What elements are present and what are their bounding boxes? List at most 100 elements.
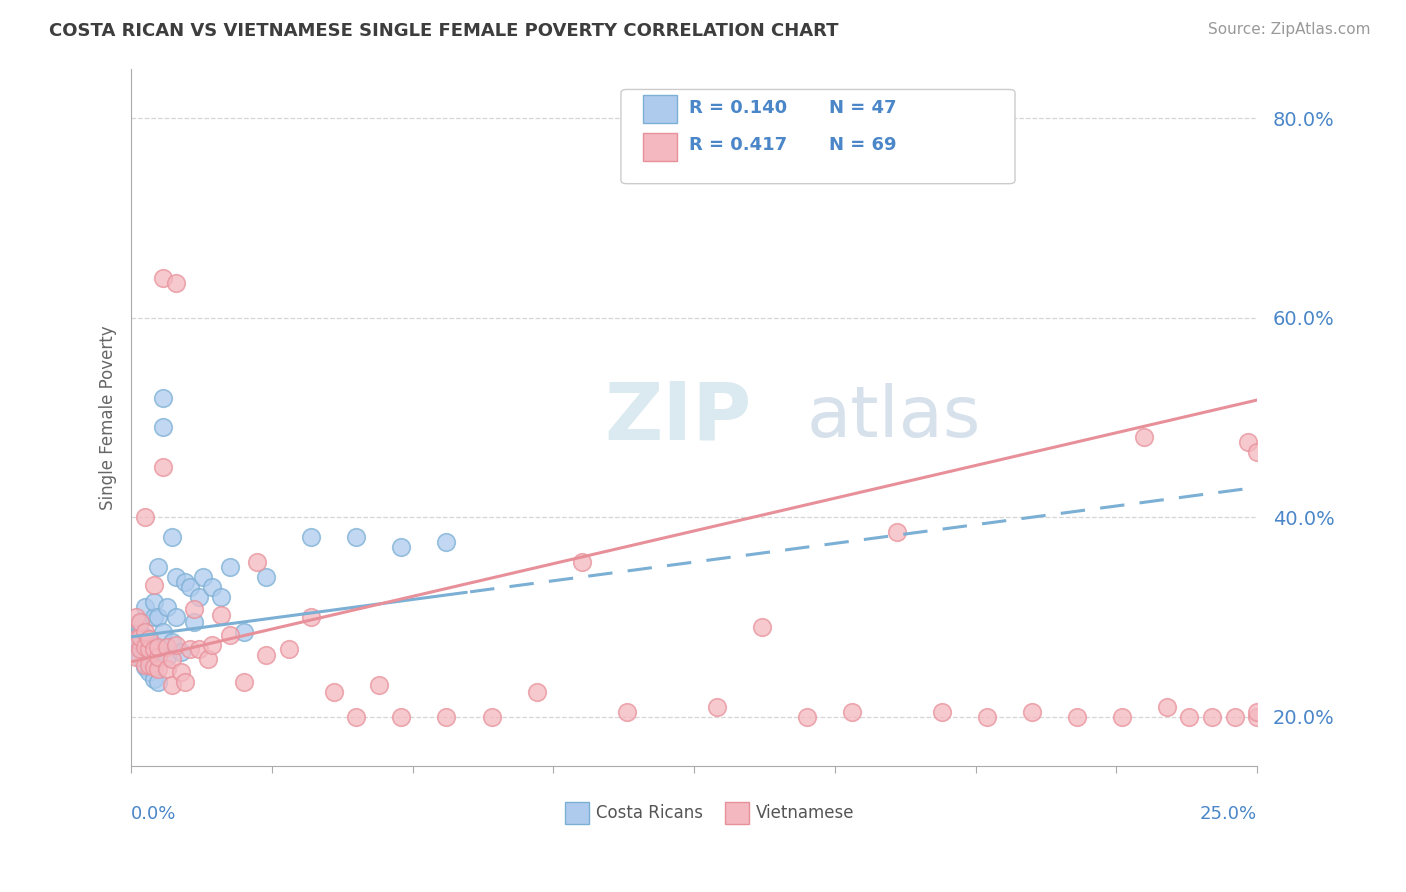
Text: ZIP: ZIP [605,378,751,457]
Point [165,570,187,584]
Text: Source: ZipAtlas.com: Source: ZipAtlas.com [1208,22,1371,37]
Point [391,709,413,723]
Point [165,638,187,652]
Point [706,699,728,714]
Point [148,649,170,664]
Point [152,420,174,434]
Point [1111,709,1133,723]
Point [125,630,148,644]
Point [156,649,179,664]
Point [368,678,391,692]
Point [1178,709,1201,723]
Point [156,599,179,614]
Text: 25.0%: 25.0% [1199,805,1257,822]
Point [129,615,152,629]
Point [138,641,160,656]
Text: atlas: atlas [807,383,981,452]
Point [138,641,160,656]
Point [170,645,193,659]
Point [148,674,170,689]
Point [344,530,367,544]
Point [391,540,413,554]
Y-axis label: Single Female Poverty: Single Female Poverty [100,326,117,510]
Point [138,665,160,679]
Point [129,649,152,664]
Text: 0.0%: 0.0% [131,805,177,822]
Point [134,645,156,659]
Point [179,580,201,594]
Point [125,610,148,624]
Point [156,640,179,654]
Point [129,638,152,652]
Point [138,632,160,646]
Point [1223,709,1246,723]
Point [526,684,548,698]
Text: N = 47: N = 47 [830,99,897,117]
Point [616,705,638,719]
Point [125,640,148,654]
Point [152,460,174,475]
Point [138,652,160,666]
Point [125,649,148,664]
Point [436,709,458,723]
Point [481,709,503,723]
Point [129,624,152,639]
Point [1246,445,1268,459]
Point [148,648,170,662]
Point [156,662,179,676]
Text: COSTA RICAN VS VIETNAMESE SINGLE FEMALE POVERTY CORRELATION CHART: COSTA RICAN VS VIETNAMESE SINGLE FEMALE … [49,22,839,40]
Point [160,678,183,692]
Point [142,641,165,656]
Point [571,555,593,569]
Point [1246,705,1268,719]
Point [179,641,201,656]
Point [841,705,863,719]
Point [232,624,254,639]
Point [232,674,254,689]
Point [197,652,219,666]
Point [183,615,205,629]
Point [1133,430,1156,444]
FancyBboxPatch shape [644,95,678,123]
Point [142,595,165,609]
Point [1021,705,1043,719]
Point [193,570,215,584]
Point [436,535,458,549]
Point [219,628,242,642]
Point [152,624,174,639]
Point [134,624,156,639]
Text: R = 0.140: R = 0.140 [689,99,786,117]
Point [148,610,170,624]
Point [138,657,160,672]
Point [165,610,187,624]
Point [174,574,197,589]
Point [1201,709,1223,723]
Point [886,525,908,540]
Point [142,610,165,624]
Point [1246,709,1268,723]
Point [344,709,367,723]
Text: Costa Ricans: Costa Ricans [596,805,703,822]
Point [129,615,152,629]
Point [183,602,205,616]
FancyBboxPatch shape [724,802,749,824]
Point [160,635,183,649]
Point [751,620,773,634]
Point [170,665,193,679]
Point [129,641,152,656]
Point [134,640,156,654]
Point [322,684,344,698]
Point [142,659,165,673]
Point [254,570,277,584]
Point [142,672,165,686]
Point [152,391,174,405]
Point [219,560,242,574]
Point [134,630,156,644]
Point [152,271,174,285]
Text: Vietnamese: Vietnamese [756,805,855,822]
Point [976,709,998,723]
Point [209,607,232,622]
Point [254,648,277,662]
Point [1156,699,1178,714]
Point [148,640,170,654]
